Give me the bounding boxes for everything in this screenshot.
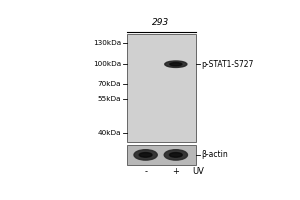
Text: 293: 293 bbox=[152, 18, 169, 27]
Bar bbox=[127, 34, 196, 142]
Text: UV: UV bbox=[192, 167, 204, 176]
Text: 130kDa: 130kDa bbox=[93, 40, 121, 46]
Ellipse shape bbox=[134, 150, 157, 160]
Text: p-STAT1-S727: p-STAT1-S727 bbox=[201, 60, 254, 69]
Ellipse shape bbox=[169, 153, 182, 157]
Ellipse shape bbox=[170, 63, 182, 66]
Text: 55kDa: 55kDa bbox=[98, 96, 121, 102]
Bar bbox=[127, 145, 196, 165]
Ellipse shape bbox=[165, 61, 187, 67]
Text: -: - bbox=[144, 167, 147, 176]
Text: β-actin: β-actin bbox=[201, 150, 228, 159]
Text: 40kDa: 40kDa bbox=[98, 130, 121, 136]
Ellipse shape bbox=[164, 150, 188, 160]
Ellipse shape bbox=[139, 153, 152, 157]
Text: 70kDa: 70kDa bbox=[98, 81, 121, 87]
Text: +: + bbox=[172, 167, 179, 176]
Text: 100kDa: 100kDa bbox=[93, 61, 121, 67]
